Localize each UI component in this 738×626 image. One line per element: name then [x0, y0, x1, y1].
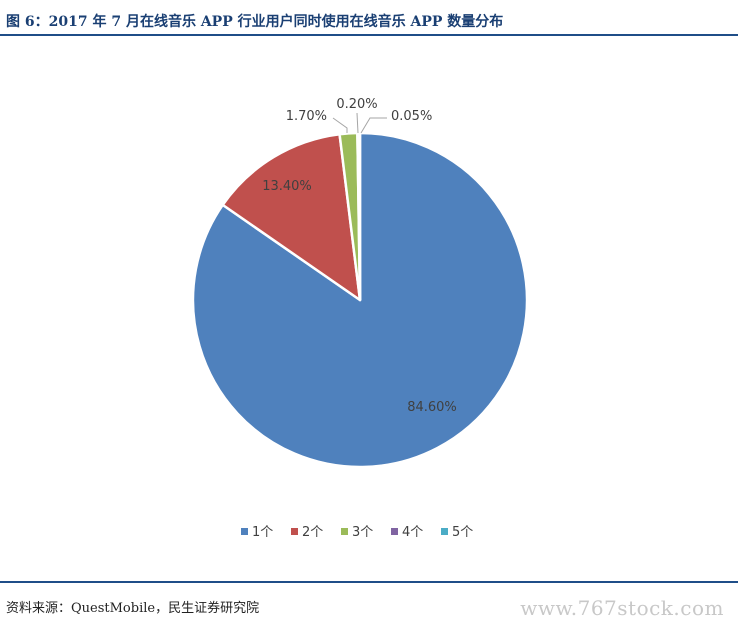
leader-line-3	[332, 117, 348, 133]
footer-rule	[0, 581, 738, 583]
legend-label-2: 2个	[302, 525, 323, 540]
legend: 1个 2个 3个 4个 5个	[241, 525, 473, 540]
figure-title: 图 6：2017 年 7 月在线音乐 APP 行业用户同时使用在线音乐 APP …	[6, 14, 504, 30]
data-label-4: 0.20%	[336, 97, 377, 112]
legend-label-4: 4个	[402, 525, 423, 540]
legend-label-3: 3个	[352, 525, 373, 540]
leader-line-4	[356, 112, 359, 134]
pie-slice-2	[221, 133, 362, 302]
leader-line-5	[360, 117, 387, 134]
pie-chart: 84.60% 13.40% 1.70% 0.20% 0.05% 1个 2个 3个 4个 5个	[191, 97, 529, 540]
data-label-5: 0.05%	[391, 109, 432, 124]
legend-label-5: 5个	[452, 525, 473, 540]
pie-slices	[191, 131, 529, 469]
legend-label-1: 1个	[252, 525, 273, 540]
source-note: 资料来源：QuestMobile，民生证券研究院	[6, 601, 260, 616]
legend-swatch-3	[341, 528, 348, 535]
data-label-1: 84.60%	[407, 400, 457, 415]
pie-slice-5	[358, 131, 362, 302]
legend-swatch-5	[441, 528, 448, 535]
legend-swatch-4	[391, 528, 398, 535]
title-rule	[0, 34, 738, 36]
data-label-2: 13.40%	[262, 179, 312, 194]
legend-swatch-2	[291, 528, 298, 535]
watermark: www.767stock.com	[520, 596, 724, 620]
data-labels: 84.60% 13.40% 1.70% 0.20% 0.05%	[262, 97, 457, 415]
data-label-3: 1.70%	[286, 109, 327, 124]
legend-swatch-1	[241, 528, 248, 535]
leader-lines	[332, 112, 387, 134]
